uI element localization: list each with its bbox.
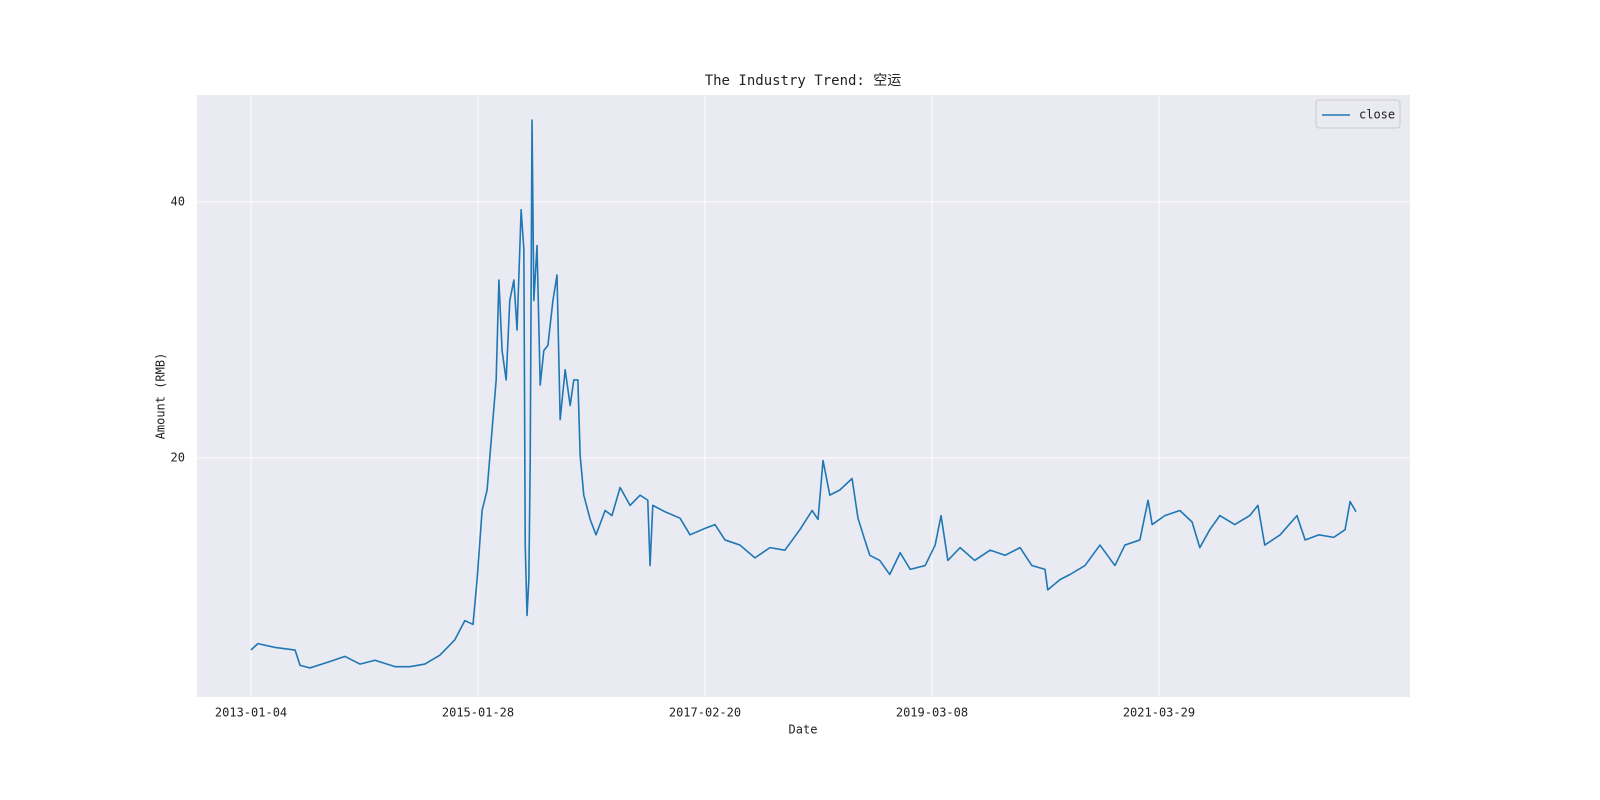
- x-tick-label: 2019-03-08: [896, 706, 968, 720]
- legend: close: [1315, 99, 1401, 129]
- legend-box: [1315, 99, 1401, 129]
- x-tick-label: 2015-01-28: [442, 706, 514, 720]
- x-tick-label: 2017-02-20: [669, 706, 741, 720]
- grid: [197, 95, 1410, 697]
- x-tick-label: 2013-01-04: [215, 706, 287, 720]
- plot-area: [197, 95, 1410, 697]
- legend-label: close: [1359, 108, 1395, 122]
- y-tick-label: 40: [171, 195, 185, 209]
- x-axis-label: Date: [789, 723, 818, 737]
- marks: [250, 119, 1357, 669]
- line-series: [250, 119, 1357, 669]
- chart-title: The Industry Trend: 空运: [705, 73, 902, 89]
- y-axis-label: Amount (RMB): [154, 353, 168, 440]
- y-tick-label: 20: [171, 451, 185, 465]
- x-tick-label: 2021-03-29: [1123, 706, 1195, 720]
